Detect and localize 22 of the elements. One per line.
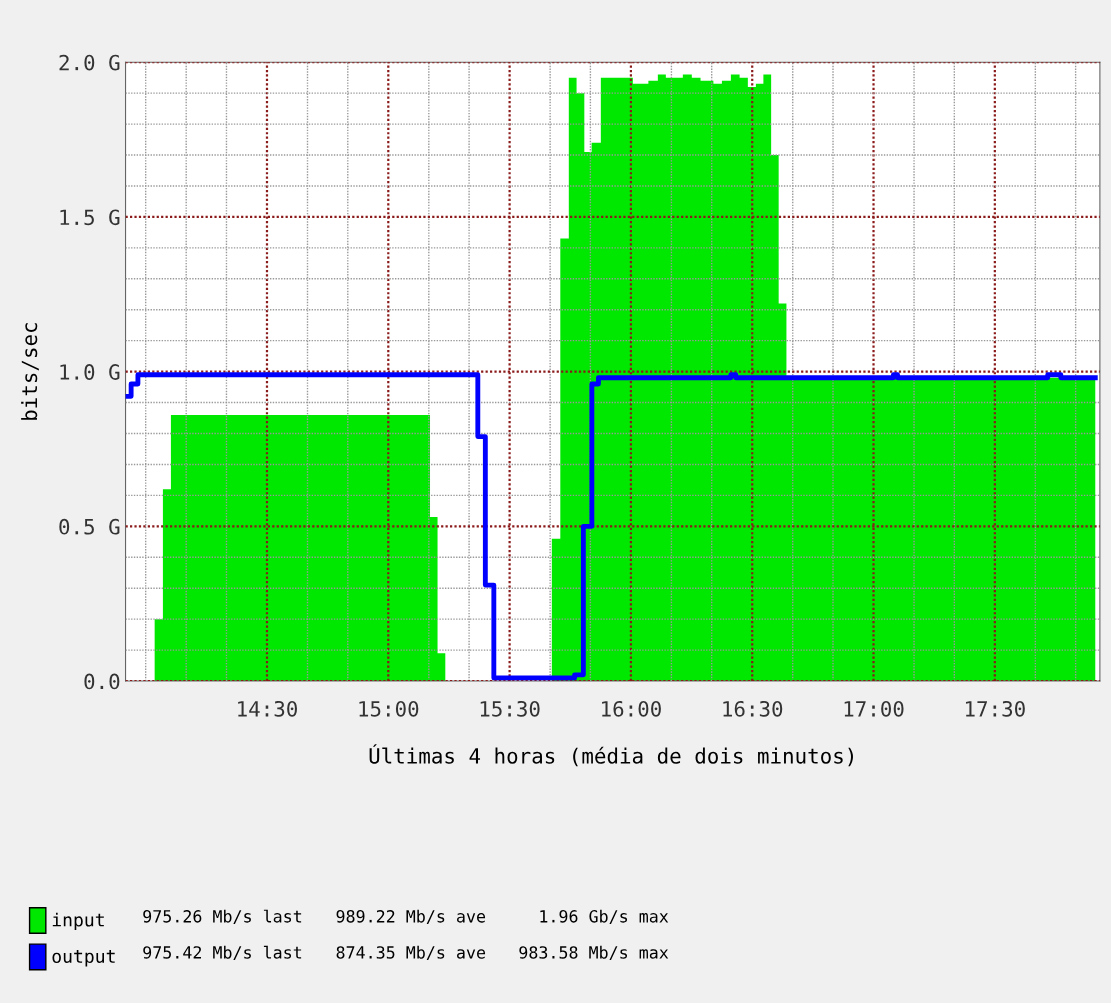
x-tick-label: 16:00 xyxy=(602,700,661,717)
text: 975.42 Mb/s last xyxy=(143,945,302,961)
text: 975.26 Mb/s last xyxy=(143,909,302,924)
x-tick-label: 16:30 xyxy=(723,700,783,717)
y-axis-title: bits/sec xyxy=(21,323,39,420)
x-tick-label: 15:00 xyxy=(359,700,419,717)
x-axis-title: Últimas 4 horas (média de dois minutos) xyxy=(369,744,853,767)
legend-label: input xyxy=(52,912,104,931)
x-tick-label: 15:30 xyxy=(480,700,540,717)
text: 983.58 Mb/s max xyxy=(519,945,669,961)
x-tick-label: 17:00 xyxy=(844,700,904,717)
y-tick-label: 1.0 G xyxy=(60,364,120,380)
text: 1.96 Gb/s max xyxy=(540,909,669,924)
text: 989.22 Mb/s ave xyxy=(336,909,486,924)
y-tick-label: 0.0 xyxy=(84,673,120,690)
y-tick-label: 1.5 G xyxy=(60,209,120,226)
text: 874.35 Mb/s ave xyxy=(336,945,486,961)
x-tick-label: 14:30 xyxy=(238,700,297,717)
x-tick-label: 17:30 xyxy=(965,700,1025,717)
y-tick-label: 2.0 G xyxy=(59,54,120,71)
legend-label: output xyxy=(52,950,115,967)
y-tick-label: 0.5 G xyxy=(59,518,120,535)
